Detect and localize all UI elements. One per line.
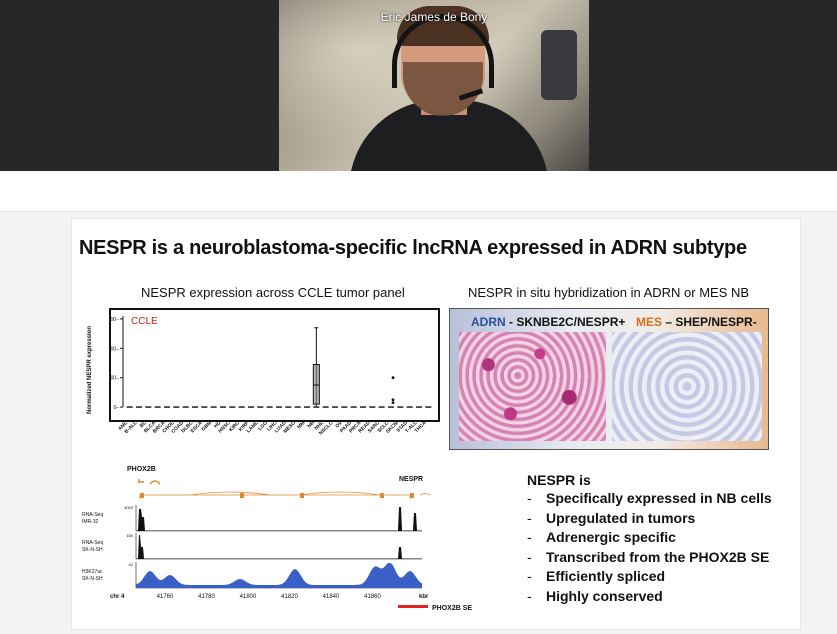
bullet-item: - Efficiently spliced [527, 568, 772, 588]
ccle-plot: 0– 100– 200– 300– CCLE [111, 316, 432, 411]
transcript-model [139, 491, 431, 499]
track-max: 160 [126, 533, 133, 538]
chrom-label: chr 4 [110, 594, 125, 600]
sclc-outlier [391, 401, 395, 405]
category-label: HD [213, 420, 223, 430]
bullet-text: Highly conserved [546, 587, 663, 604]
sclc-outlier [391, 376, 395, 380]
mes-rest: – SHEP/NESPR- [662, 315, 757, 329]
legend-ccle: CCLE [131, 316, 158, 327]
rnaseq-signal [136, 507, 422, 531]
bullet-dash: - [527, 509, 532, 526]
bullet-dash: - [527, 568, 532, 585]
headset-icon [392, 14, 494, 88]
track-max: 42 [129, 562, 134, 567]
bullet-dash: - [527, 587, 532, 604]
mes-prefix: MES [636, 315, 663, 329]
genome-tracks: PHOX2B NESPR RNA-Seq IMR-32 4000 RNA-Seq SK-N-… [80, 462, 480, 612]
nespr-bullets: NESPR is - Specifically expressed in NB c… [527, 472, 772, 608]
ccle-chart: 0– 100– 200– 300– CCLE [109, 308, 440, 422]
slide-title: NESPR is a neuroblastoma-specific lncRNA… [79, 237, 747, 259]
phox2b-se-label: PHOX2B SE [432, 605, 472, 612]
y-tick-label: 300– [111, 317, 119, 323]
track-sample: IMR-32 [82, 519, 99, 525]
position-label: 41800 [240, 594, 257, 600]
track-label: RNA-Seq [82, 512, 103, 518]
bullet-text: Transcribed from the PHOX2B SE [546, 548, 770, 565]
category-label: MM [296, 420, 306, 430]
ish-mes-label: MES – SHEP/NESPR- [636, 315, 757, 329]
bullet-item: - Specifically expressed in NB cells [527, 490, 772, 510]
left-panel-title: NESPR expression across CCLE tumor panel [141, 285, 405, 300]
nb-box [312, 363, 320, 405]
video-strip: Eric James de Bony [0, 0, 837, 171]
bullets-heading: NESPR is [527, 472, 591, 488]
position-label: 41840 [323, 594, 340, 600]
gene-label-nespr: NESPR [399, 476, 423, 483]
bullet-dash: - [527, 548, 532, 565]
ish-mes-image [612, 332, 762, 441]
ish-adrn-image [459, 332, 606, 441]
category-label: AML [117, 420, 129, 432]
y-tick-label: 200– [111, 346, 119, 352]
exon [140, 493, 144, 498]
category-label: NHL [314, 420, 326, 432]
right-panel-title: NESPR in situ hybridization in ADRN or M… [468, 285, 750, 300]
bullet-dash: - [527, 490, 532, 506]
adrn-prefix: ADRN [471, 315, 506, 329]
genome-tracks-svg: PHOX2BNESPRRNA-SeqIMR-324000RNA-SeqSK-N-… [82, 466, 472, 612]
exon [380, 493, 384, 498]
exon [300, 493, 304, 498]
track-max: 4000 [124, 505, 134, 510]
category-label: OV [334, 420, 344, 430]
bullet-text: Efficiently spliced [546, 568, 666, 585]
ccle-y-axis: Normalized NESPR expression [87, 326, 93, 414]
video-background-object [541, 30, 577, 100]
h3k27ac-signal [136, 563, 422, 588]
phox2b-gene-model [138, 479, 161, 485]
y-tick-label: 0– [113, 405, 119, 411]
bullet-item: - Upregulated in tumors [527, 510, 772, 530]
ish-adrn-label: ADRN - SKNBE2C/NESPR+ [471, 315, 625, 329]
rnaseq-signal [136, 535, 422, 559]
participant-video[interactable]: Eric James de Bony [279, 0, 589, 171]
position-label: 41780 [198, 594, 215, 600]
track-label: H3K27ac [82, 569, 103, 575]
bullet-dash: - [527, 529, 532, 546]
participant-name: Eric James de Bony [380, 10, 488, 24]
phox2b-se-bar [398, 605, 428, 608]
adrn-rest: - SKNBE2C/NESPR+ [505, 315, 626, 329]
bullet-text: Adrenergic specific [546, 529, 676, 546]
exon [240, 493, 244, 498]
bullet-item: - Transcribed from the PHOX2B SE [527, 549, 772, 569]
bullet-item: - Adrenergic specific [527, 529, 772, 549]
gene-label-phox2b: PHOX2B [127, 466, 156, 473]
category-label: LGG [257, 420, 269, 432]
bullet-text: Specifically expressed in NB cells [546, 490, 772, 506]
bullet-text: Upregulated in tumors [546, 509, 696, 526]
position-label: 41860 [364, 594, 381, 600]
category-label: BL [139, 420, 148, 429]
track-label: RNA-Seq [82, 540, 103, 546]
position-label: 41760 [157, 594, 174, 600]
toolbar-spacer [0, 171, 837, 212]
shared-slide: NESPR is a neuroblastoma-specific lncRNA… [71, 218, 801, 630]
category-label: GBM [201, 420, 213, 432]
position-unit: kbr [419, 594, 429, 600]
y-tick-label: 100– [111, 376, 119, 382]
track-sample: SK-N-SH [82, 576, 103, 582]
exon [410, 493, 414, 498]
bullet-item: - Highly conserved [527, 588, 772, 608]
track-sample: SK-N-SH [82, 547, 103, 553]
category-label: NB [306, 420, 316, 430]
sclc-outlier [391, 398, 395, 402]
position-label: 41820 [281, 594, 298, 600]
y-axis-label: Normalized NESPR expression [87, 326, 93, 414]
ish-panel: ADRN - SKNBE2C/NESPR+ MES – SHEP/NESPR- [449, 308, 769, 450]
